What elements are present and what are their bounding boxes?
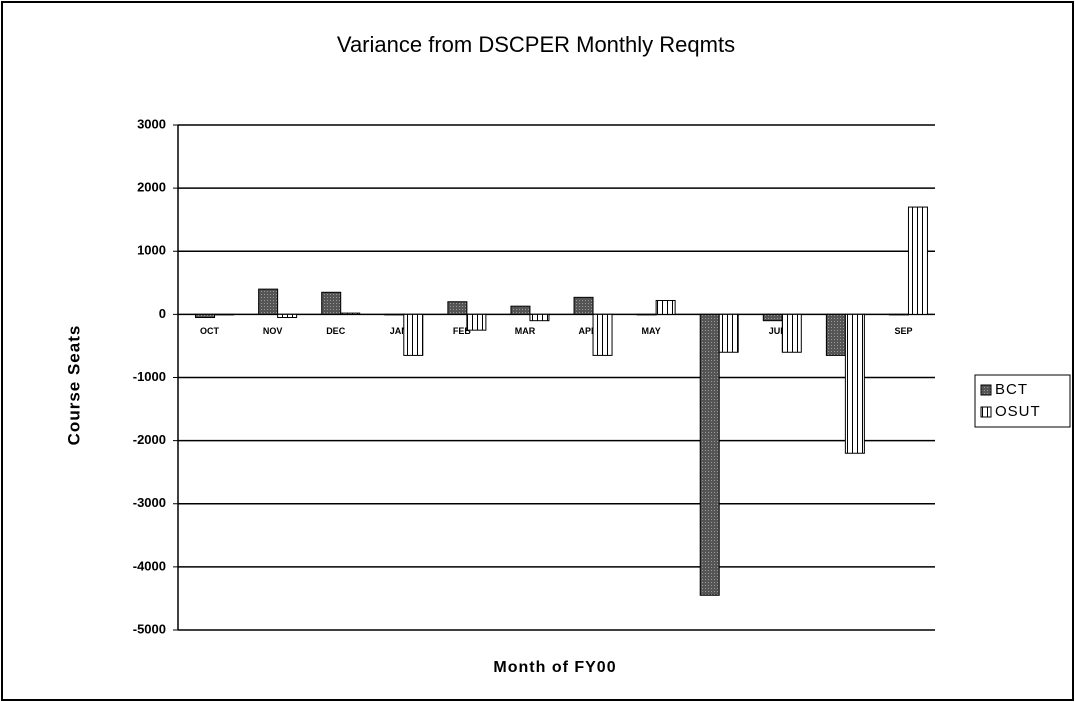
bar bbox=[510, 305, 531, 315]
x-tick-label: FEB bbox=[453, 326, 472, 336]
bar bbox=[447, 301, 468, 315]
x-tick-label: SEP bbox=[894, 326, 912, 336]
legend-box bbox=[974, 374, 1071, 428]
bar bbox=[762, 313, 783, 322]
bar bbox=[844, 313, 865, 454]
y-tick-label: -4000 bbox=[133, 558, 166, 573]
y-tick-label: -3000 bbox=[133, 495, 166, 510]
bar bbox=[699, 313, 720, 596]
y-tick-label: 1000 bbox=[137, 243, 166, 258]
bar bbox=[277, 313, 298, 319]
y-tick-label: 3000 bbox=[137, 116, 166, 131]
bar bbox=[214, 313, 235, 316]
x-tick-label: MAR bbox=[515, 326, 536, 336]
x-tick-label: OCT bbox=[200, 326, 220, 336]
y-tick-label: -5000 bbox=[133, 621, 166, 636]
x-tick-label: MAY bbox=[642, 326, 661, 336]
bar bbox=[907, 206, 928, 315]
bar bbox=[655, 299, 676, 315]
bar bbox=[195, 313, 216, 319]
x-tick-label: APR bbox=[579, 326, 599, 336]
x-tick-label: JUL bbox=[769, 326, 787, 336]
bar bbox=[340, 312, 361, 315]
x-tick-label: NOV bbox=[263, 326, 283, 336]
bar bbox=[466, 313, 487, 331]
legend-swatch bbox=[980, 406, 992, 418]
x-axis-title: Month of FY00 bbox=[493, 659, 616, 676]
bar bbox=[529, 313, 550, 322]
bar bbox=[258, 288, 279, 315]
legend-label: BCT bbox=[995, 381, 1028, 398]
y-tick-label: -2000 bbox=[133, 432, 166, 447]
bar bbox=[573, 296, 594, 315]
bar bbox=[718, 313, 739, 353]
bar bbox=[403, 313, 424, 356]
x-tick-label: JAN bbox=[390, 326, 408, 336]
chart-title: Variance from DSCPER Monthly Reqmts bbox=[337, 32, 735, 57]
y-axis-title: Course Seats bbox=[64, 325, 83, 446]
bar bbox=[321, 291, 342, 315]
bar bbox=[384, 313, 405, 316]
bar bbox=[781, 313, 802, 353]
legend-swatch bbox=[980, 384, 992, 396]
bar bbox=[888, 313, 909, 316]
bar bbox=[636, 313, 657, 316]
bar bbox=[825, 313, 846, 356]
bar bbox=[592, 313, 613, 356]
legend-label: OSUT bbox=[995, 403, 1041, 420]
y-tick-label: 2000 bbox=[137, 180, 166, 195]
x-tick-label: DEC bbox=[326, 326, 346, 336]
y-tick-label: 0 bbox=[159, 306, 166, 321]
y-tick-label: -1000 bbox=[133, 369, 166, 384]
